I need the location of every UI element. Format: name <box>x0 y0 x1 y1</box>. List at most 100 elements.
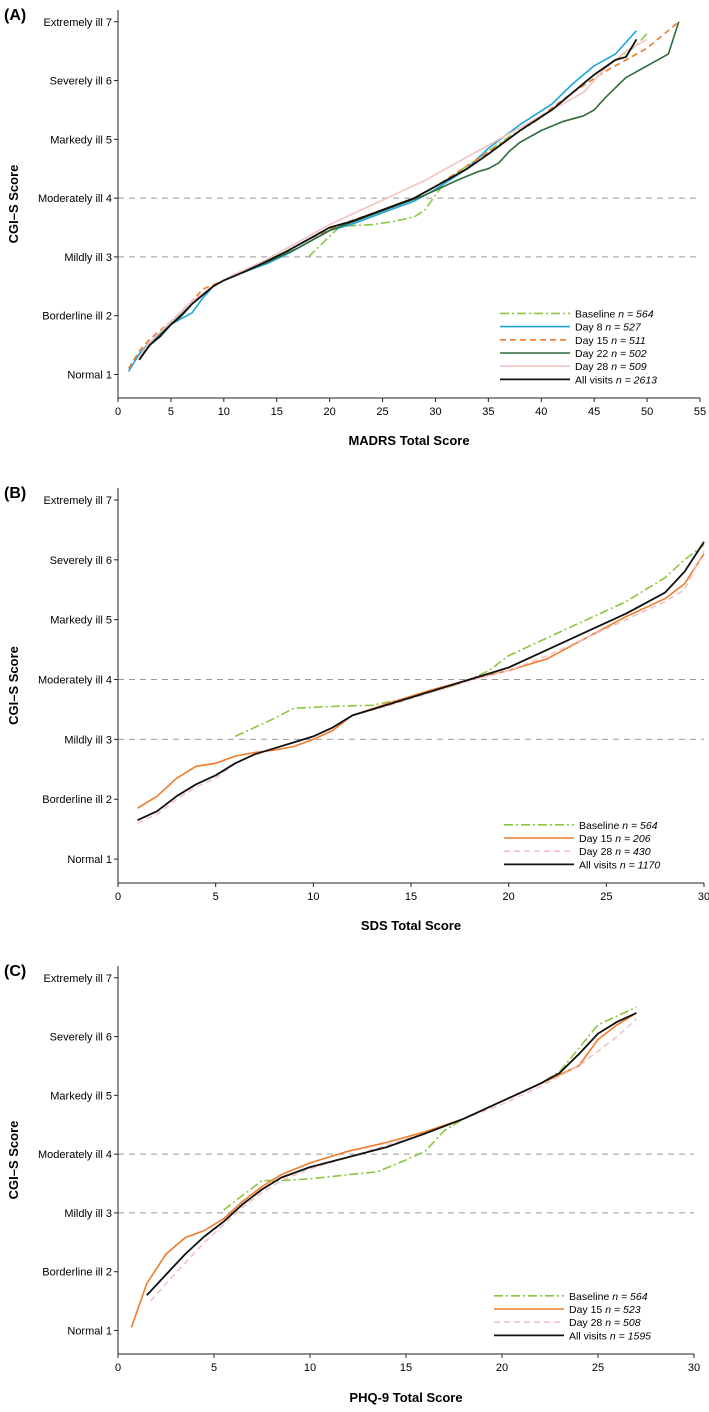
legend-n-count: n = 1595 <box>610 1330 651 1342</box>
y-tick-label: Normal 1 <box>67 854 112 866</box>
y-tick-label: Normal 1 <box>67 369 112 381</box>
legend-label: Day 15 n = 206 <box>579 833 651 845</box>
x-axis-title: MADRS Total Score <box>348 433 469 448</box>
series-line-day28 <box>137 550 705 824</box>
panel-label: (C) <box>4 963 26 980</box>
legend-label: All visits n = 1595 <box>569 1330 651 1342</box>
panel-label: (B) <box>4 485 26 502</box>
legend-series-name: Baseline <box>569 1291 609 1303</box>
x-axis-title: SDS Total Score <box>361 918 461 933</box>
y-tick-label: Moderately ill 4 <box>38 1149 112 1161</box>
legend-n-count: n = 2613 <box>616 374 657 386</box>
legend-label: Day 28 n = 430 <box>579 846 651 858</box>
legend-label: Day 22 n = 502 <box>575 348 647 360</box>
legend-n-count: n = 527 <box>605 322 641 334</box>
legend-label: Day 8 n = 527 <box>575 322 642 334</box>
y-tick-label: Severely ill 6 <box>50 555 112 567</box>
x-tick-label: 30 <box>429 406 441 418</box>
x-tick-label: 55 <box>694 406 706 418</box>
y-tick-label: Mildly ill 3 <box>64 734 112 746</box>
series-line-baseline <box>307 32 648 258</box>
series-line-day15 <box>130 1012 637 1328</box>
series-line-day28 <box>138 38 648 358</box>
legend-label: Baseline n = 564 <box>569 1291 648 1303</box>
series-line-all-visits <box>138 38 638 361</box>
x-tick-label: 0 <box>115 406 121 418</box>
legend-n-count: n = 508 <box>605 1317 640 1329</box>
y-tick-label: Severely ill 6 <box>50 1032 112 1044</box>
chart-panel-a: (A) Normal 1 Borderline ill 2 Mildly ill 3 M… <box>4 7 706 448</box>
legend-n-count: n = 523 <box>605 1304 640 1316</box>
legend-n-count: n = 502 <box>611 348 646 360</box>
x-tick-label: 5 <box>213 891 219 903</box>
y-axis-title: CGI–S Score <box>6 165 21 244</box>
y-tick-label: Markedy ill 5 <box>50 134 112 146</box>
x-tick-label: 15 <box>271 406 283 418</box>
legend-series-name: Day 15 <box>575 335 608 347</box>
legend-n-count: n = 206 <box>615 833 650 845</box>
x-tick-label: 10 <box>304 1362 316 1374</box>
legend-series-name: Day 15 <box>579 833 612 845</box>
x-axis-title: PHQ-9 Total Score <box>349 1390 462 1405</box>
y-tick-label: Borderline ill 2 <box>42 1267 112 1279</box>
y-tick-label: Markedy ill 5 <box>50 615 112 627</box>
legend-series-name: All visits <box>569 1330 607 1342</box>
legend-series-name: Baseline <box>579 820 619 832</box>
x-tick-label: 25 <box>376 406 388 418</box>
x-tick-label: 5 <box>211 1362 217 1374</box>
legend-series-name: All visits <box>579 859 617 871</box>
x-tick-label: 25 <box>592 1362 604 1374</box>
x-tick-label: 15 <box>400 1362 412 1374</box>
y-tick-label: Extremely ill 7 <box>44 495 112 507</box>
y-tick-label: Extremely ill 7 <box>44 973 112 985</box>
x-tick-label: 20 <box>324 406 336 418</box>
x-tick-label: 0 <box>115 891 121 903</box>
y-tick-label: Moderately ill 4 <box>38 193 112 205</box>
legend-series-name: Day 28 <box>569 1317 602 1329</box>
legend-series-name: Day 22 <box>575 348 608 360</box>
y-tick-label: Severely ill 6 <box>50 76 112 88</box>
legend-label: Baseline n = 564 <box>575 308 654 320</box>
legend-series-name: All visits <box>575 374 613 386</box>
series-line-baseline <box>234 544 705 738</box>
legend-series-name: Day 28 <box>579 846 612 858</box>
y-axis-title: CGI–S Score <box>6 1121 21 1200</box>
y-tick-label: Normal 1 <box>67 1325 112 1337</box>
legend-label: All visits n = 1170 <box>579 859 660 871</box>
x-tick-label: 20 <box>503 891 515 903</box>
legend-n-count: n = 1170 <box>620 859 661 871</box>
x-tick-label: 0 <box>115 1362 121 1374</box>
legend-series-name: Day 15 <box>569 1304 602 1316</box>
legend-n-count: n = 564 <box>612 1291 647 1303</box>
x-tick-label: 5 <box>168 406 174 418</box>
x-tick-label: 35 <box>482 406 494 418</box>
legend-label: Day 15 n = 523 <box>569 1304 641 1316</box>
legend-label: Day 28 n = 509 <box>575 361 647 373</box>
legend-label: Day 28 n = 508 <box>569 1317 641 1329</box>
y-tick-label: Moderately ill 4 <box>38 675 112 687</box>
series-line-day28 <box>149 1018 637 1302</box>
legend-label: Baseline n = 564 <box>579 820 658 832</box>
chart-panel-b: (B) Normal 1 Borderline ill 2 Mildly ill 3 M… <box>4 485 709 933</box>
legend-label: Day 15 n = 511 <box>575 335 646 347</box>
chart-panel-c: (C) Normal 1 Borderline ill 2 Mildly ill 3 M… <box>4 963 700 1405</box>
y-tick-label: Extremely ill 7 <box>44 17 112 29</box>
legend-label: All visits n = 2613 <box>575 374 657 386</box>
legend-n-count: n = 564 <box>618 308 653 320</box>
series-line-all-visits <box>137 541 705 822</box>
legend-series-name: Baseline <box>575 308 615 320</box>
x-tick-label: 40 <box>535 406 547 418</box>
y-tick-label: Mildly ill 3 <box>64 1208 112 1220</box>
x-tick-label: 30 <box>698 891 709 903</box>
x-tick-label: 10 <box>307 891 319 903</box>
x-tick-label: 50 <box>641 406 653 418</box>
legend-n-count: n = 509 <box>611 361 646 373</box>
y-tick-label: Borderline ill 2 <box>42 311 112 323</box>
series-line-all-visits <box>146 1012 637 1296</box>
series-line-day15 <box>137 553 705 809</box>
x-tick-label: 20 <box>496 1362 508 1374</box>
